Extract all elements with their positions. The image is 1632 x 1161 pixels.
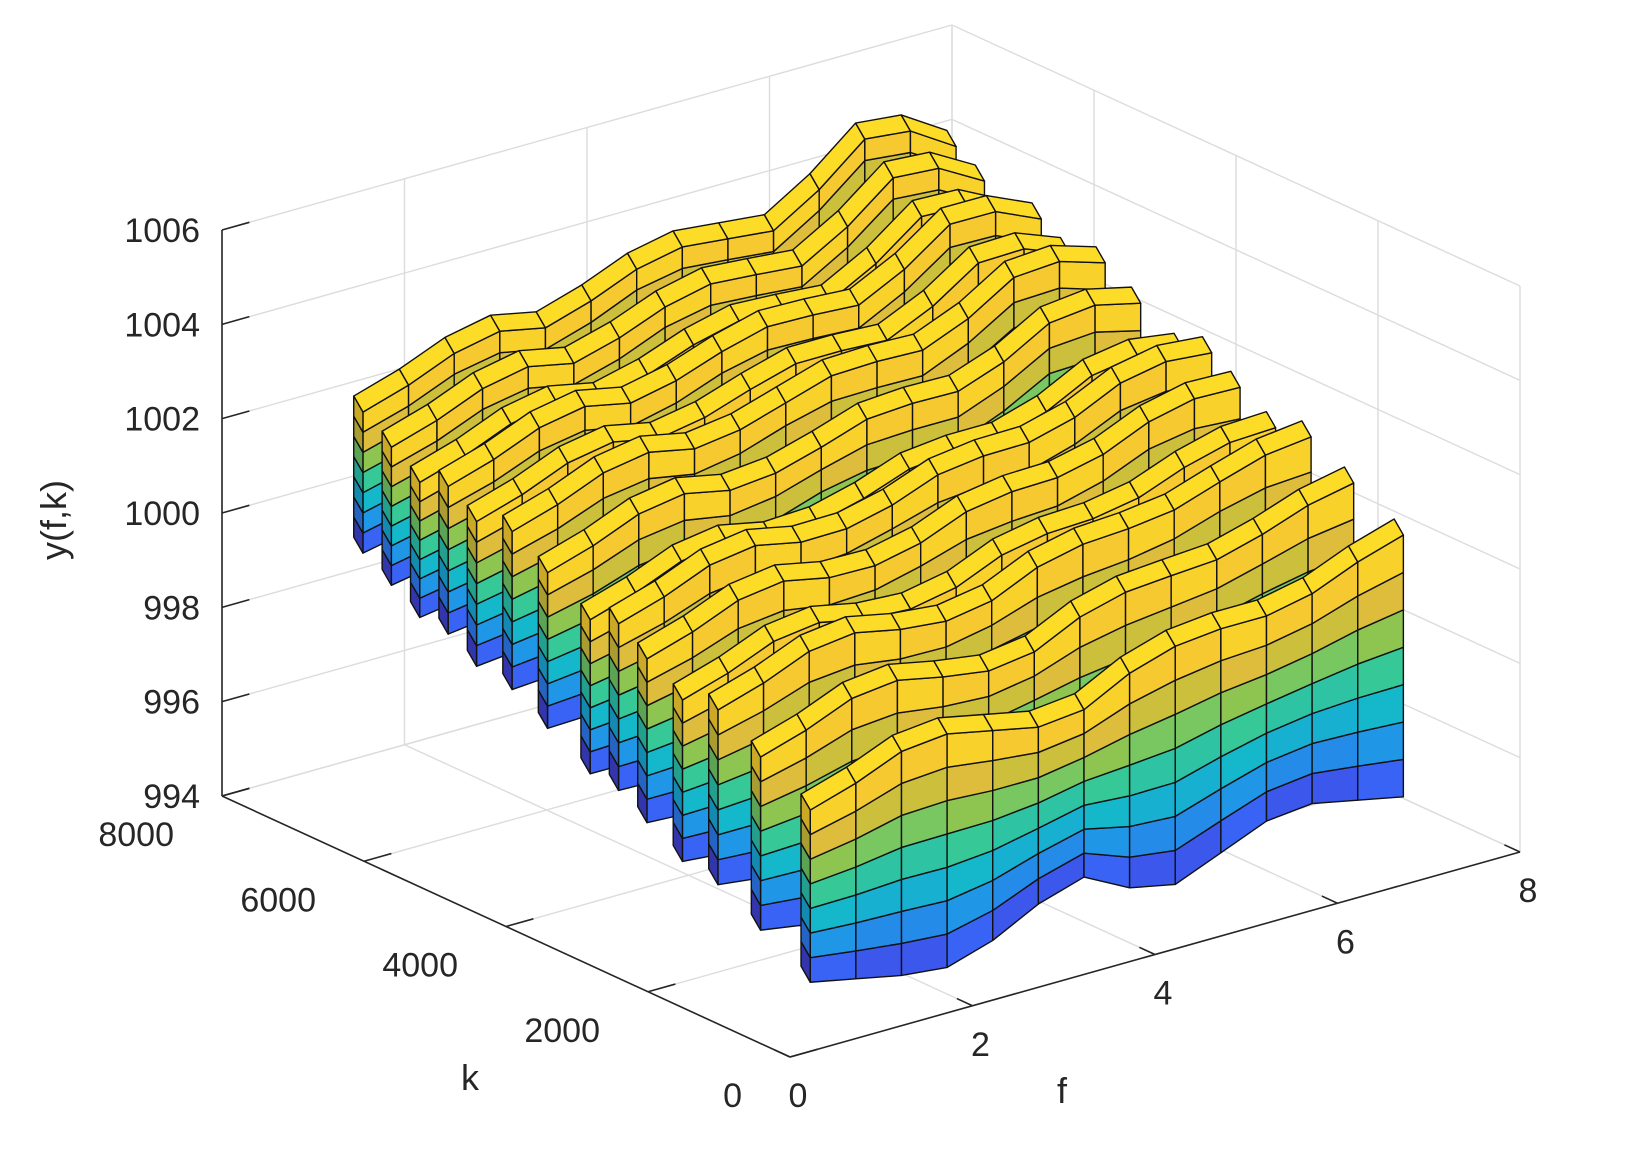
surface-side — [637, 642, 648, 683]
surface-cap — [985, 194, 1042, 220]
surface-strip — [800, 518, 1405, 983]
surface-cap — [900, 114, 957, 148]
surface-side — [502, 514, 513, 555]
surface-cell — [854, 628, 902, 666]
y-tick-label: 2000 — [524, 1012, 600, 1050]
surface-cap — [1347, 518, 1405, 563]
surface-cell — [648, 448, 696, 480]
surface-cell — [1094, 302, 1142, 333]
z-tick-label: 1006 — [124, 212, 200, 250]
surface-side — [438, 469, 449, 509]
z-tick — [221, 504, 250, 514]
y-tick — [647, 983, 676, 993]
x-tick — [1139, 946, 1156, 956]
z-tick — [221, 693, 250, 703]
z-axis-label: y(f,k) — [33, 480, 74, 560]
z-tick-label: 998 — [143, 589, 200, 627]
surface-side — [537, 555, 549, 596]
surface-side — [381, 430, 393, 468]
y-tick-label: 8000 — [98, 816, 174, 854]
x-tick-label: 6 — [1336, 923, 1355, 961]
surface-cell — [683, 489, 731, 522]
surface-cap — [1184, 370, 1241, 400]
surface-cap — [1049, 244, 1106, 264]
surface-side — [466, 504, 478, 543]
surface-side — [409, 465, 421, 503]
z-tick — [221, 315, 250, 326]
grid-line-y — [221, 24, 953, 231]
z-tick-label: 994 — [143, 778, 200, 816]
surface-cell — [1083, 825, 1131, 858]
x-tick-label: 2 — [971, 1026, 990, 1064]
surface-cap — [928, 151, 986, 182]
z-tick — [221, 787, 250, 797]
x-tick-label: 0 — [789, 1077, 808, 1115]
y-axis-label: k — [461, 1057, 480, 1098]
surface-cap — [1298, 466, 1355, 507]
x-tick-label: 4 — [1154, 975, 1173, 1013]
x-tick — [774, 1049, 791, 1058]
surface-side — [800, 793, 811, 836]
x-tick — [1504, 844, 1521, 853]
x-tick — [1321, 895, 1338, 904]
surface-side — [750, 740, 762, 783]
surface-cap — [1156, 336, 1213, 363]
surface-cell — [946, 729, 994, 768]
surface-cell — [1058, 260, 1106, 291]
z-tick-label: 1002 — [124, 401, 200, 439]
z-tick-label: 1000 — [124, 495, 200, 533]
surface-cap — [1255, 420, 1312, 456]
surface-cap — [1220, 410, 1277, 444]
grid-line-y — [951, 118, 1521, 381]
grid-line-y — [951, 24, 1521, 287]
surface-side — [580, 603, 591, 643]
z-tick — [221, 221, 250, 231]
z-tick-label: 1004 — [124, 306, 200, 344]
z-tick-label: 996 — [143, 684, 200, 722]
surface-side — [672, 683, 684, 724]
x-tick-label: 8 — [1519, 872, 1538, 910]
surface-cell — [1083, 852, 1131, 889]
y-tick — [363, 852, 392, 863]
surface-side — [708, 693, 719, 736]
x-tick — [956, 997, 973, 1007]
surface-side — [353, 395, 364, 433]
y-tick — [505, 918, 534, 928]
y-tick — [789, 1048, 818, 1058]
z-tick — [221, 410, 250, 420]
surface-cap — [1085, 286, 1142, 306]
surface-cell — [896, 676, 944, 714]
surface — [353, 114, 1405, 983]
surface-side — [608, 607, 620, 649]
z-tick — [221, 598, 250, 609]
y-tick-label: 4000 — [382, 947, 458, 985]
y-tick-label: 6000 — [240, 881, 316, 919]
x-axis-label: f — [1057, 1070, 1068, 1111]
y-tick-label: 0 — [723, 1077, 742, 1115]
